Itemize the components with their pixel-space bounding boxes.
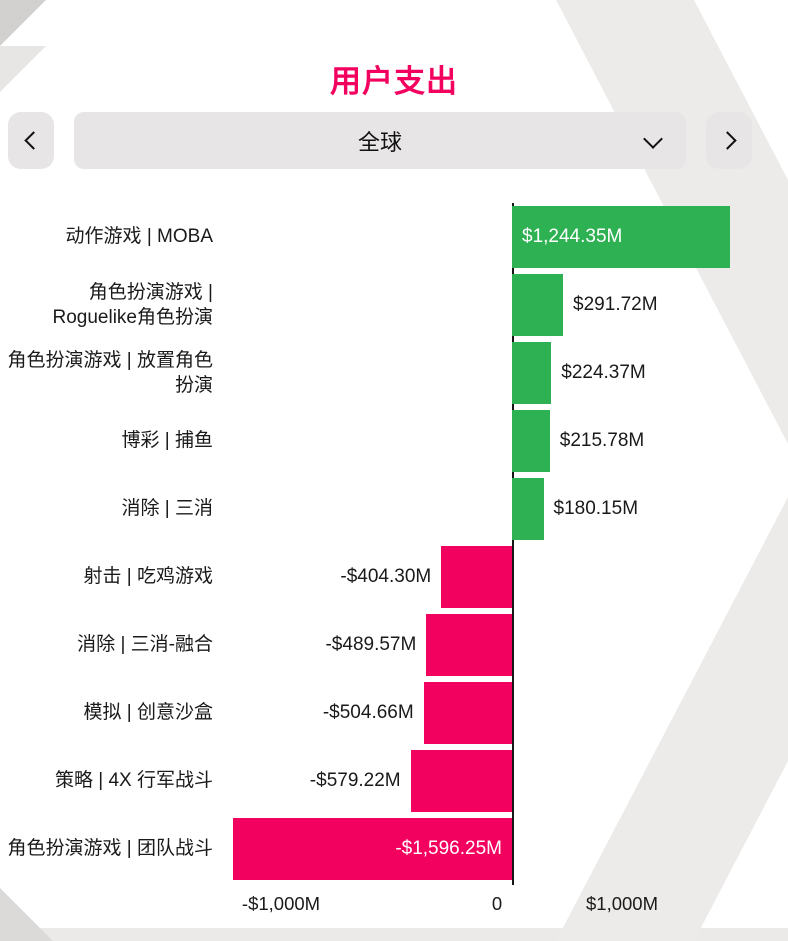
bar-plot-area: $224.37M bbox=[228, 339, 788, 407]
bar-negative bbox=[441, 546, 512, 608]
zero-axis-line bbox=[512, 203, 514, 885]
next-region-button[interactable] bbox=[706, 112, 752, 169]
bar-negative bbox=[232, 818, 512, 880]
bar-plot-area: -$404.30M bbox=[228, 543, 788, 611]
category-label: 角色扮演游戏 | Roguelike角色扮演 bbox=[52, 281, 214, 328]
category-label: 射击 | 吃鸡游戏 bbox=[83, 566, 214, 588]
value-label: -$489.57M bbox=[325, 634, 417, 655]
value-label: $224.37M bbox=[561, 362, 646, 383]
value-label: $180.15M bbox=[553, 498, 639, 519]
bar-chart: 动作游戏 | MOBA $1,244.35M 角色扮演游戏 | Roguelike角… bbox=[0, 203, 788, 885]
chevron-watermark-bottom bbox=[556, 497, 788, 941]
bar-row: 消除 | 三消-融合 -$489.57M bbox=[0, 611, 788, 679]
bar-row: 策略 | 4X 行军战斗 -$579.22M bbox=[0, 747, 788, 815]
value-label: -$504.66M bbox=[322, 702, 414, 723]
chevron-down-icon bbox=[643, 129, 663, 151]
bar-plot-area: $215.78M bbox=[228, 407, 788, 475]
bar-plot-area: -$489.57M bbox=[228, 611, 788, 679]
bar-positive bbox=[512, 274, 564, 336]
x-axis: -$1,000M 0 $1,000M bbox=[0, 893, 788, 921]
prev-region-button[interactable] bbox=[8, 112, 54, 169]
value-label: $1,244.35M bbox=[522, 226, 623, 247]
chart-rows: 动作游戏 | MOBA $1,244.35M 角色扮演游戏 | Roguelike角… bbox=[0, 203, 788, 883]
region-dropdown-value: 全球 bbox=[357, 129, 402, 155]
value-label: -$579.22M bbox=[309, 770, 401, 791]
value-label: -$1,596.25M bbox=[395, 838, 502, 859]
bar-row: 模拟 | 创意沙盒 -$504.66M bbox=[0, 679, 788, 747]
corner-triangle-top-light bbox=[0, 46, 46, 92]
region-selector-row: 全球 bbox=[0, 112, 788, 169]
category-label: 消除 | 三消-融合 bbox=[77, 634, 213, 656]
category-label: 角色扮演游戏 | 放置角色扮演 bbox=[7, 349, 214, 396]
bar-row: 角色扮演游戏 | 放置角色扮演 $224.37M bbox=[0, 339, 788, 407]
bar-plot-area: -$504.66M bbox=[228, 679, 788, 747]
value-label: -$404.30M bbox=[340, 566, 432, 587]
bar-row: 博彩 | 捕鱼 $215.78M bbox=[0, 407, 788, 475]
corner-triangle-bottom bbox=[0, 888, 53, 941]
corner-triangle-top-dark bbox=[0, 0, 46, 46]
bar-row: 射击 | 吃鸡游戏 -$404.30M bbox=[0, 543, 788, 611]
bar-positive bbox=[512, 478, 544, 540]
bar-plot-area: $291.72M bbox=[228, 271, 788, 339]
category-label: 策略 | 4X 行军战斗 bbox=[54, 770, 213, 792]
category-label: 动作游戏 | MOBA bbox=[65, 226, 213, 248]
bar-row: 动作游戏 | MOBA $1,244.35M bbox=[0, 203, 788, 271]
bar-plot-area: $180.15M bbox=[228, 475, 788, 543]
bar-row: 消除 | 三消 $180.15M bbox=[0, 475, 788, 543]
bar-positive bbox=[512, 342, 552, 404]
page-title: 用户支出 bbox=[330, 64, 458, 99]
chevron-left-icon bbox=[23, 131, 43, 150]
chevron-right-icon bbox=[717, 131, 737, 150]
category-label: 模拟 | 创意沙盒 bbox=[83, 702, 214, 724]
bar-plot-area: -$1,596.25M bbox=[228, 815, 788, 883]
bar-negative bbox=[410, 750, 512, 812]
x-axis-tick-negative: -$1,000M bbox=[241, 893, 321, 914]
bar-row: 角色扮演游戏 | 团队战斗 -$1,596.25M bbox=[0, 815, 788, 883]
bar-positive bbox=[512, 206, 730, 268]
bar-positive bbox=[512, 410, 550, 472]
category-label: 博彩 | 捕鱼 bbox=[121, 430, 214, 452]
bar-plot-area: $1,244.35M bbox=[228, 203, 788, 271]
x-axis-tick-zero: 0 bbox=[491, 893, 503, 914]
x-axis-tick-positive: $1,000M bbox=[586, 893, 658, 914]
category-label: 消除 | 三消 bbox=[121, 498, 214, 520]
bar-negative bbox=[426, 614, 512, 676]
bar-plot-area: -$579.22M bbox=[228, 747, 788, 815]
bar-row: 角色扮演游戏 | Roguelike角色扮演 $291.72M bbox=[0, 271, 788, 339]
bar-negative bbox=[423, 682, 512, 744]
category-label: 角色扮演游戏 | 团队战斗 bbox=[7, 838, 214, 860]
value-label: $291.72M bbox=[573, 294, 658, 315]
region-dropdown[interactable]: 全球 bbox=[74, 112, 686, 169]
value-label: $215.78M bbox=[559, 430, 645, 451]
